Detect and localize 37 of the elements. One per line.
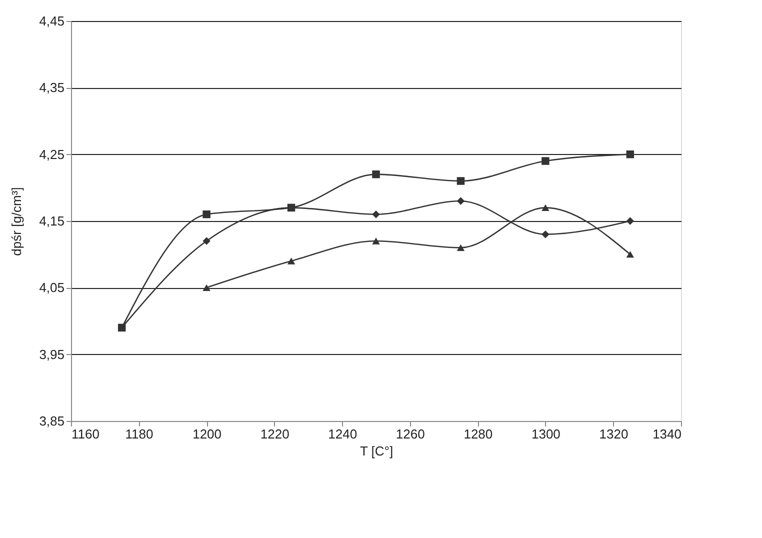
point xyxy=(287,258,296,264)
x-tick-label: 1260 xyxy=(396,426,425,442)
y-tick-label: 4,15 xyxy=(39,214,64,228)
point xyxy=(456,177,465,185)
point xyxy=(202,237,210,245)
x-tick-label: 1340 xyxy=(652,426,682,442)
x-tick-label: 1320 xyxy=(599,426,628,442)
x-tick-label: 1200 xyxy=(192,426,222,442)
y-tick-label: 4,45 xyxy=(39,14,64,28)
y-tick-label: 4,25 xyxy=(39,146,64,162)
point xyxy=(372,210,380,218)
y-tick-label: 3,85 xyxy=(39,414,64,428)
point xyxy=(626,150,634,158)
point xyxy=(118,324,126,332)
y-tick-label: 4,05 xyxy=(39,280,64,296)
point xyxy=(287,204,296,212)
point xyxy=(372,238,380,244)
point xyxy=(542,157,550,165)
point xyxy=(542,230,550,238)
point xyxy=(372,170,380,178)
y-axis-title: dpśr [g/cm³] xyxy=(9,187,24,256)
x-tick-label: 1280 xyxy=(464,426,493,442)
x-tick-label: 1240 xyxy=(328,426,358,442)
y-tick-label: 3,95 xyxy=(39,346,64,362)
x-tick-label: 1160 xyxy=(72,426,100,442)
y-tick-label: 4,35 xyxy=(39,80,64,96)
x-axis-title: T [C°] xyxy=(360,444,394,458)
x-tick-label: 1220 xyxy=(260,426,290,442)
point xyxy=(202,210,210,218)
x-tick-label: 1180 xyxy=(125,426,154,442)
x-tick-label: 1300 xyxy=(531,426,560,442)
point xyxy=(202,284,210,292)
point xyxy=(542,204,550,212)
point xyxy=(456,244,465,252)
point xyxy=(626,250,634,258)
point xyxy=(626,217,634,225)
point xyxy=(456,197,465,205)
